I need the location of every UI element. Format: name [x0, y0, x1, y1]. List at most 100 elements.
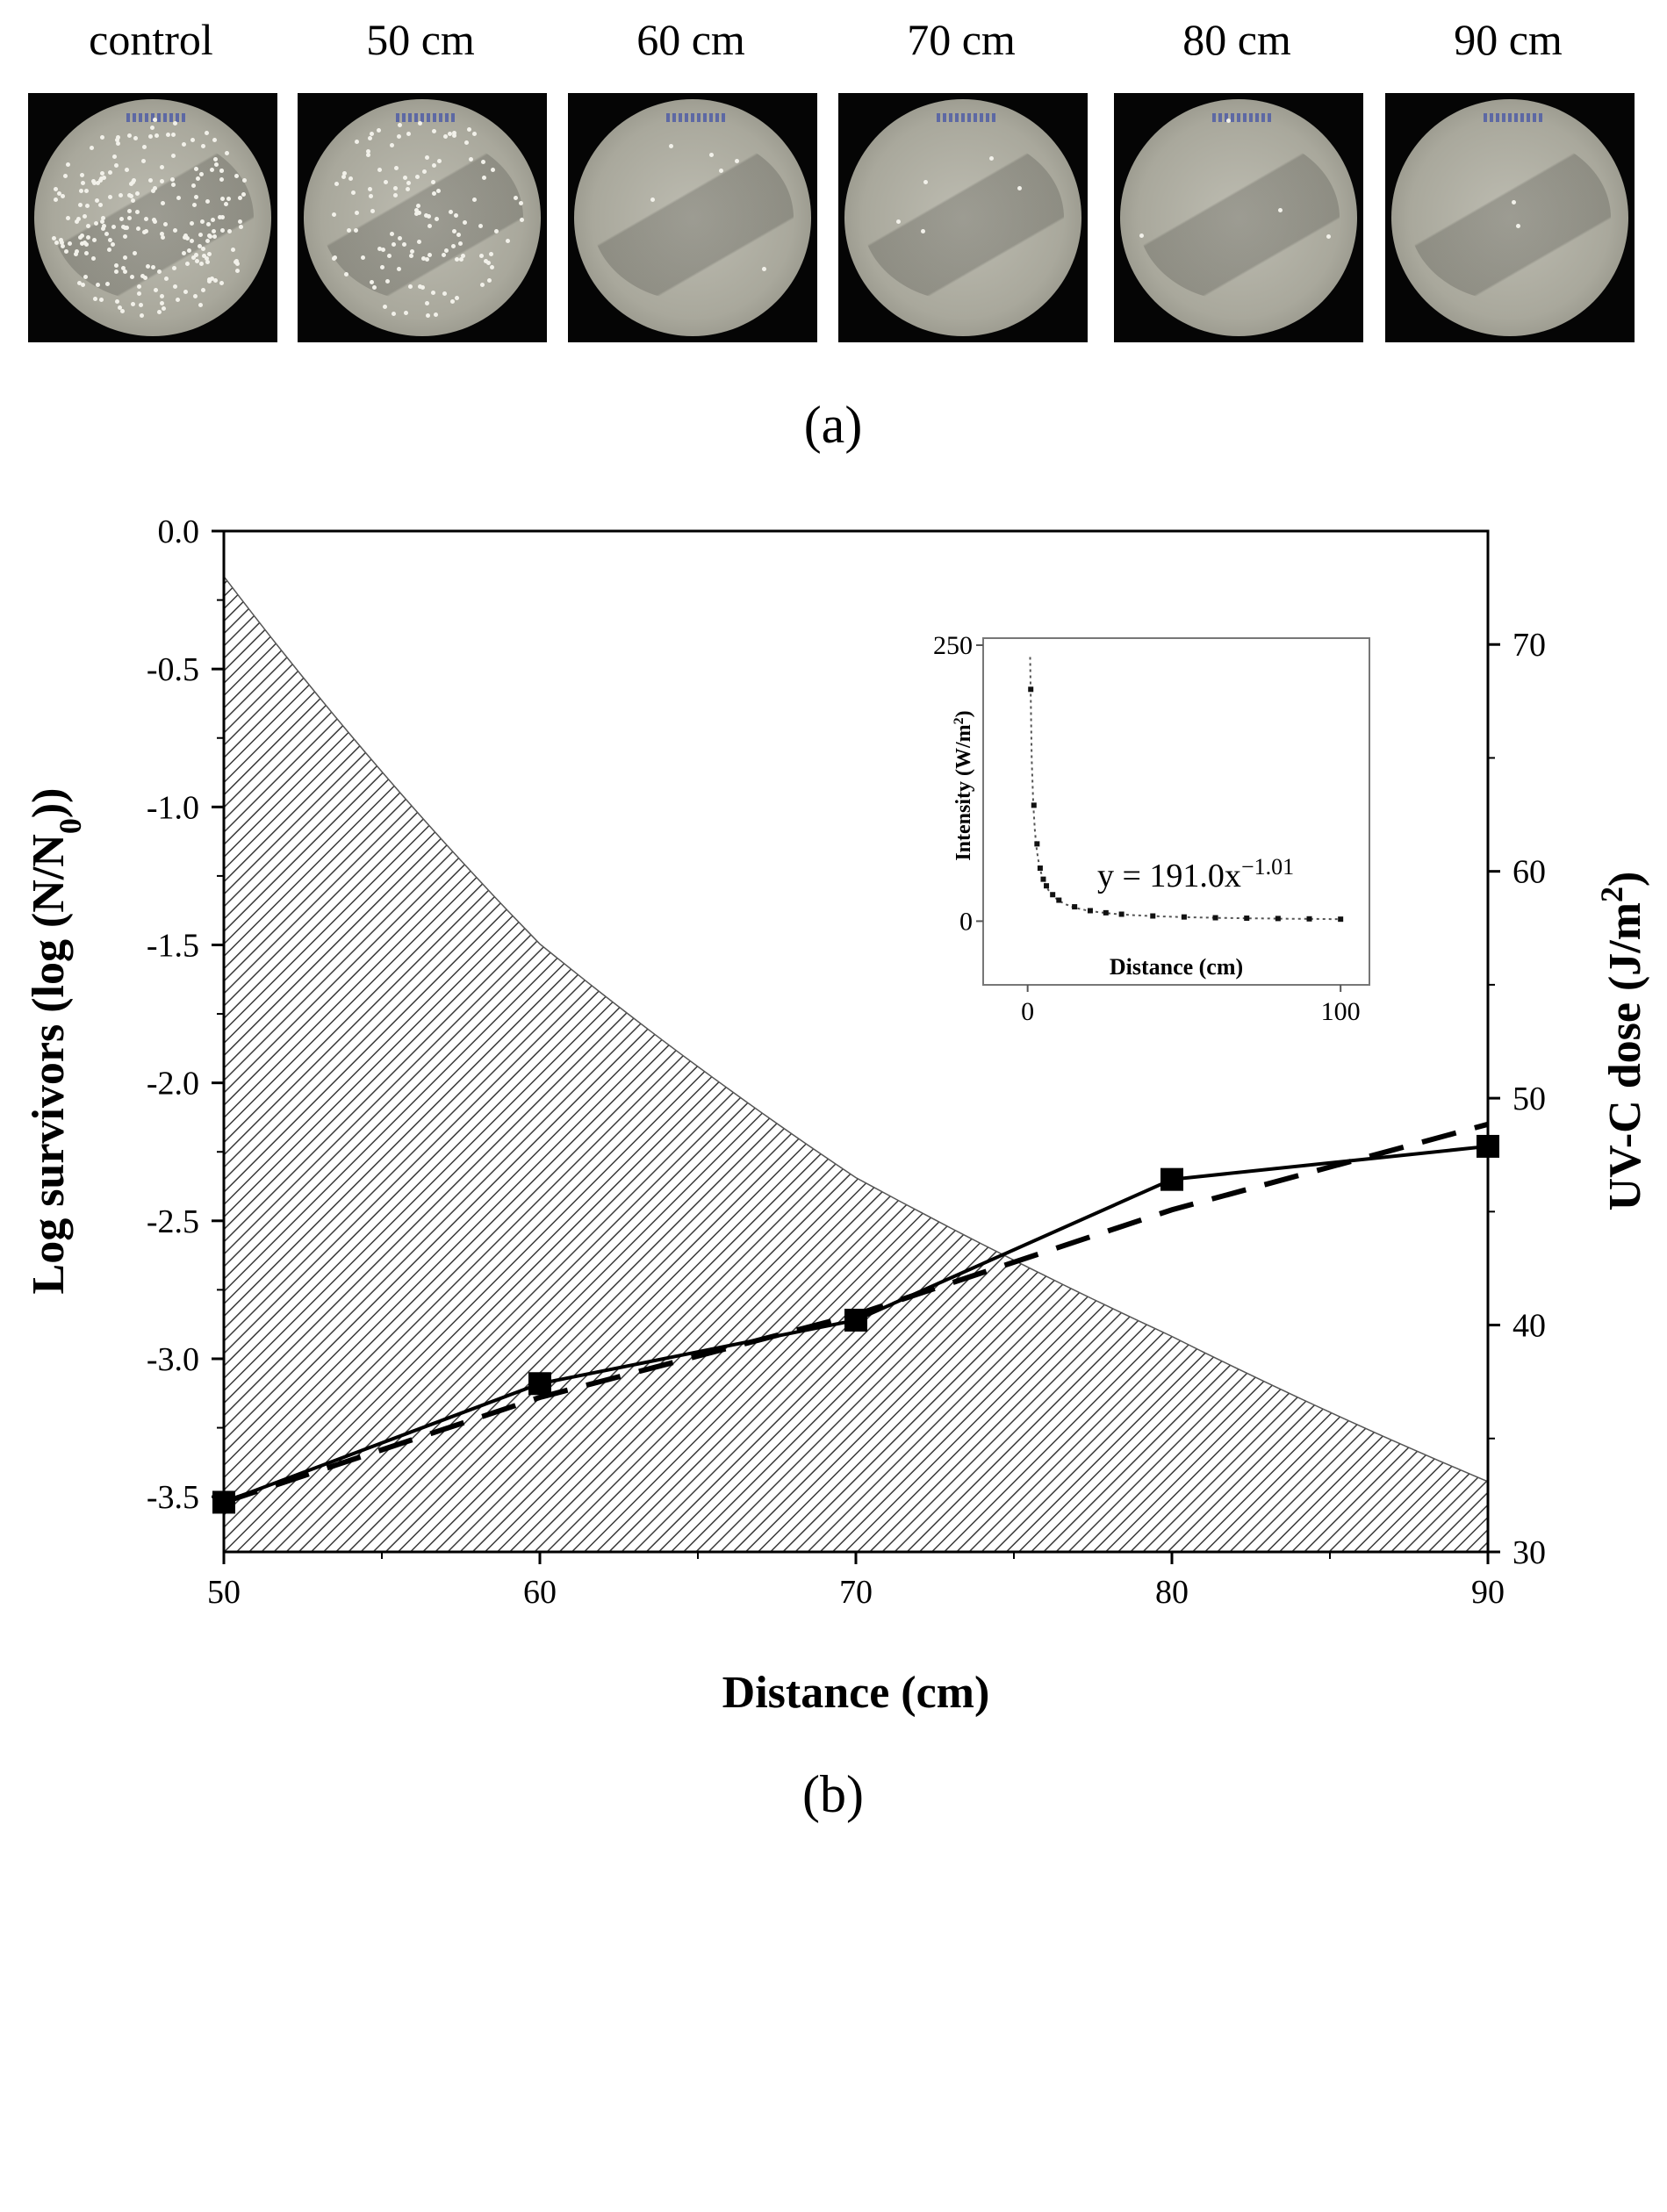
- colony: [74, 251, 79, 256]
- colony: [85, 203, 90, 208]
- colony: [108, 169, 113, 175]
- colony: [332, 256, 337, 262]
- colony: [176, 196, 182, 201]
- colony: [342, 170, 348, 176]
- colony: [443, 134, 449, 140]
- colony: [370, 209, 376, 214]
- colony: [193, 167, 198, 172]
- colony: [213, 278, 219, 284]
- inset-data-point: [1338, 916, 1344, 923]
- colony: [379, 265, 384, 270]
- inset-data-point: [1150, 913, 1156, 919]
- colony: [131, 198, 136, 203]
- colony: [165, 132, 170, 137]
- colony: [406, 187, 411, 192]
- colony: [239, 224, 244, 229]
- colony: [341, 175, 347, 180]
- colony: [65, 216, 70, 221]
- colony: [1277, 208, 1283, 213]
- inset-data-point: [1212, 915, 1218, 921]
- colony: [451, 133, 456, 139]
- colony: [156, 309, 162, 314]
- colony: [198, 172, 204, 177]
- colony: [394, 166, 399, 171]
- colony: [441, 253, 446, 258]
- colony: [127, 209, 133, 214]
- colony: [430, 290, 435, 295]
- inset-data-point: [1103, 909, 1109, 916]
- colony: [154, 133, 160, 139]
- colony: [152, 118, 157, 123]
- colony: [450, 298, 456, 304]
- colony: [52, 235, 56, 241]
- colony: [493, 228, 499, 233]
- x-tick-label: 90: [1471, 1574, 1505, 1611]
- colony: [481, 176, 486, 181]
- colony: [989, 156, 995, 162]
- colony: [219, 176, 225, 182]
- colony: [234, 268, 240, 273]
- y2-tick-label: 40: [1513, 1308, 1546, 1345]
- colony: [398, 123, 403, 128]
- colony: [669, 144, 674, 149]
- x-tick-label: 80: [1155, 1574, 1189, 1611]
- colony: [425, 300, 430, 305]
- colony: [160, 235, 165, 241]
- colony: [206, 251, 212, 256]
- colony: [454, 257, 459, 262]
- colony: [457, 241, 463, 247]
- caption-a: (a): [803, 396, 863, 454]
- colony: [431, 162, 436, 168]
- colony: [113, 163, 119, 169]
- colony: [76, 216, 82, 221]
- colony: [111, 241, 116, 247]
- colony: [230, 247, 235, 252]
- colony: [762, 267, 767, 272]
- colony: [355, 140, 360, 145]
- y-tick-label: -1.5: [147, 927, 199, 964]
- plate-label-60cm: 60 cm: [636, 15, 745, 64]
- colony: [420, 284, 426, 290]
- colony: [77, 235, 83, 241]
- colony: [171, 133, 176, 138]
- inset-x-axis-label: Distance (cm): [1110, 954, 1243, 980]
- colony: [458, 256, 463, 262]
- colony: [219, 197, 225, 202]
- colony: [115, 299, 120, 305]
- colony: [160, 201, 165, 206]
- colony: [417, 120, 422, 126]
- colony: [212, 138, 218, 143]
- y-axis-label: Log survivors (log (N/N0)): [24, 788, 88, 1295]
- colony: [1225, 118, 1231, 123]
- colony: [144, 216, 149, 221]
- colony: [160, 164, 165, 169]
- colony: [122, 226, 127, 231]
- colony: [417, 239, 422, 244]
- colony: [431, 191, 436, 197]
- colony: [402, 242, 407, 248]
- colony: [107, 195, 112, 200]
- colony: [442, 291, 447, 296]
- colony: [77, 202, 83, 207]
- inset-y-axis-label: Intensity (W/m2): [952, 710, 976, 860]
- colony: [84, 189, 90, 194]
- colony: [1516, 223, 1521, 228]
- colony: [212, 233, 217, 239]
- colony: [172, 121, 177, 126]
- colony: [463, 140, 469, 145]
- colony: [116, 135, 121, 140]
- colony: [347, 228, 352, 233]
- plate-photo-70cm: [838, 93, 1088, 342]
- colony: [100, 226, 105, 231]
- colony: [366, 153, 371, 158]
- colony: [75, 248, 80, 254]
- colony: [65, 162, 70, 168]
- colony: [116, 141, 121, 147]
- colony: [213, 162, 219, 168]
- colony: [923, 179, 929, 184]
- colony: [98, 298, 104, 303]
- colony: [170, 177, 176, 183]
- colony: [99, 219, 104, 225]
- colony: [195, 259, 200, 264]
- colony: [64, 249, 69, 255]
